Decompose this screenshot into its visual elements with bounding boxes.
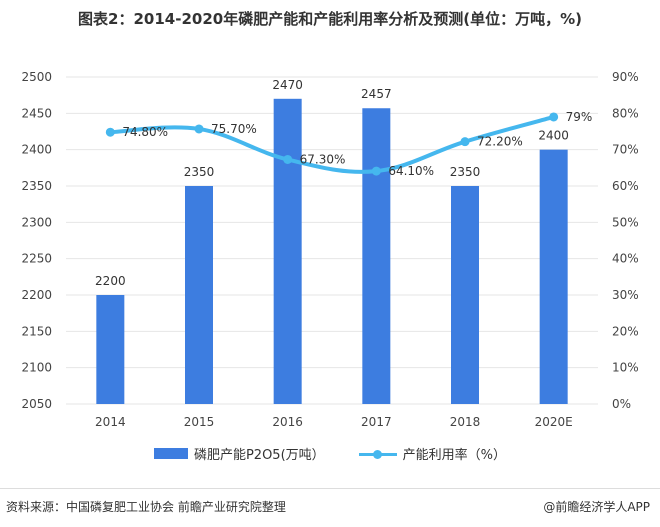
y-right-tick-label: 30% [612, 288, 639, 302]
x-tick-label: 2016 [272, 415, 303, 429]
utilization-line [108, 114, 556, 174]
bar [273, 98, 302, 405]
y-left-tick-label: 2100 [21, 361, 52, 375]
y-left-tick-label: 2150 [21, 324, 52, 338]
line-series [105, 112, 559, 176]
bar-value-label: 2457 [361, 87, 392, 101]
bar-value-label: 2470 [272, 78, 303, 92]
y-right-tick-label: 0% [612, 397, 631, 411]
y-right-tick-label: 90% [612, 70, 639, 84]
legend-bar-label: 磷肥产能P2O5(万吨） [193, 448, 325, 463]
line-point [105, 127, 115, 137]
bar [539, 149, 568, 404]
line-point [549, 112, 559, 122]
x-tick-label: 2020E [535, 415, 573, 429]
bar-value-label: 2350 [450, 165, 481, 179]
legend-line-label: 产能利用率（%） [402, 448, 507, 463]
y-left-tick-label: 2300 [21, 215, 52, 229]
bar [96, 295, 125, 404]
bar [185, 186, 213, 404]
line-value-label: 64.10% [388, 164, 434, 178]
line-value-label: 75.70% [211, 122, 257, 136]
y-left-tick-label: 2500 [21, 70, 52, 84]
footer-divider [0, 488, 660, 489]
x-tick-label: 2018 [450, 415, 481, 429]
x-tick-label: 2017 [361, 415, 392, 429]
legend: 磷肥产能P2O5(万吨） 产能利用率（%） [0, 444, 660, 463]
y-right-tick-label: 60% [612, 179, 639, 193]
line-value-label: 74.80% [122, 125, 168, 139]
data-labels: 2200 2350 2470 2457 2350 2400 74.80% 75.70% 67.3… [95, 78, 592, 288]
y-left-tick-label: 2400 [21, 143, 52, 157]
bar-value-label: 2200 [95, 274, 126, 288]
bar-value-label: 2350 [184, 165, 215, 179]
x-tick-label: 2014 [95, 415, 126, 429]
line-value-label: 67.30% [300, 152, 346, 166]
gridlines [66, 76, 598, 405]
legend-line-swatch [358, 448, 397, 460]
bar [362, 108, 391, 404]
line-value-label: 72.20% [477, 135, 523, 149]
line-point [283, 154, 293, 164]
legend-bar-swatch [153, 448, 188, 459]
y-right-tick-label: 40% [612, 252, 639, 266]
y-right-tick-label: 80% [612, 106, 639, 120]
axes: 2050 0% 2100 10% 2150 20% 2200 30% 2250 40% 2300 50… [21, 70, 638, 429]
bar-series [96, 98, 568, 405]
y-right-tick-label: 50% [612, 215, 639, 229]
combo-chart: 2200 2350 2470 2457 2350 2400 74.80% 75.70% 67.3… [21, 70, 638, 429]
bar-value-label: 2400 [538, 129, 569, 143]
legend-item-bar[interactable]: 磷肥产能P2O5(万吨） [153, 444, 325, 463]
y-left-tick-label: 2050 [21, 397, 52, 411]
line-point [460, 137, 470, 147]
line-point [194, 124, 204, 134]
brand-credit: @前瞻经济学人APP [543, 500, 650, 514]
line-point [371, 166, 381, 176]
bar [451, 186, 479, 404]
x-tick-label: 2015 [184, 415, 215, 429]
y-right-tick-label: 20% [612, 324, 639, 338]
line-value-label: 79% [566, 110, 593, 124]
y-left-tick-label: 2250 [21, 252, 52, 266]
y-right-tick-label: 10% [612, 361, 639, 375]
y-left-tick-label: 2200 [21, 288, 52, 302]
y-left-tick-label: 2450 [21, 106, 52, 120]
source-note: 资料来源：中国磷复肥工业协会 前瞻产业研究院整理 [6, 500, 286, 514]
y-right-tick-label: 70% [612, 143, 639, 157]
chart-title: 图表2：2014-2020年磷肥产能和产能利用率分析及预测(单位：万吨，%) [78, 10, 582, 28]
y-left-tick-label: 2350 [21, 179, 52, 193]
legend-item-line[interactable]: 产能利用率（%） [358, 444, 507, 463]
